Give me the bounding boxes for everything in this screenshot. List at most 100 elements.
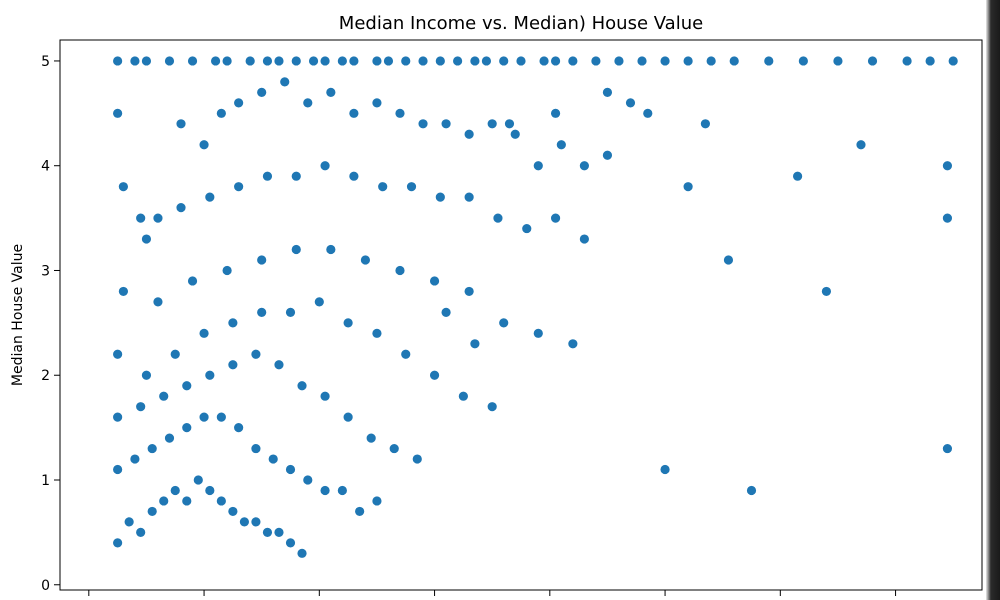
- data-point: [290, 244, 302, 255]
- data-point: [682, 55, 694, 67]
- data-point: [550, 107, 561, 119]
- data-point: [198, 411, 210, 423]
- y-tick-label: 3: [41, 263, 50, 279]
- data-point: [135, 401, 147, 413]
- data-point: [469, 338, 481, 350]
- data-point: [636, 55, 648, 67]
- data-point: [532, 327, 544, 339]
- data-point: [590, 55, 602, 67]
- data-point: [924, 55, 936, 67]
- data-point: [492, 212, 504, 224]
- data-point: [313, 296, 325, 308]
- data-point: [250, 516, 262, 528]
- data-point: [158, 495, 170, 507]
- data-point: [371, 495, 383, 507]
- data-point: [394, 265, 406, 276]
- data-point: [233, 181, 245, 193]
- data-point: [152, 212, 164, 224]
- data-point: [290, 170, 302, 182]
- data-point: [867, 55, 878, 67]
- data-point: [832, 55, 844, 67]
- data-point: [728, 55, 740, 67]
- data-point: [342, 317, 354, 329]
- data-point: [221, 265, 233, 276]
- data-point: [112, 537, 124, 549]
- data-point: [855, 139, 867, 151]
- axes-frame: [59, 39, 983, 591]
- data-point: [204, 369, 216, 381]
- data-point: [325, 86, 337, 98]
- data-point: [469, 55, 481, 67]
- data-point: [429, 369, 440, 381]
- data-point: [942, 443, 953, 454]
- data-point: [602, 149, 613, 161]
- data-point: [227, 506, 239, 517]
- data-point: [406, 181, 417, 193]
- data-point: [238, 516, 250, 528]
- data-point: [112, 464, 124, 475]
- data-point: [371, 97, 383, 109]
- data-point: [262, 55, 273, 67]
- data-point: [227, 359, 239, 371]
- data-point: [233, 422, 245, 434]
- y-tick-label: 5: [41, 54, 50, 70]
- data-point: [290, 55, 302, 67]
- data-point: [279, 76, 291, 88]
- y-ticks: 0 1 2 3 4 5: [41, 54, 60, 594]
- data-point: [187, 275, 198, 287]
- data-point: [112, 55, 124, 67]
- data-point: [705, 55, 717, 67]
- data-point: [365, 432, 377, 444]
- data-point: [463, 286, 475, 297]
- data-point: [244, 55, 256, 67]
- data-point: [181, 380, 193, 392]
- data-point: [498, 55, 510, 67]
- data-point: [417, 55, 429, 67]
- data-point: [659, 464, 671, 475]
- data-point: [164, 55, 175, 67]
- data-point: [175, 118, 187, 130]
- y-tick-label: 1: [41, 473, 50, 489]
- data-point: [521, 223, 533, 234]
- data-point: [792, 170, 803, 182]
- data-point: [642, 107, 654, 119]
- data-point: [578, 160, 590, 172]
- data-point: [175, 202, 187, 214]
- data-point: [273, 359, 285, 371]
- data-point: [141, 55, 152, 67]
- data-point: [256, 86, 268, 98]
- data-point: [169, 485, 181, 496]
- data-point: [457, 390, 469, 402]
- data-point: [429, 275, 440, 287]
- data-point: [117, 286, 129, 297]
- data-point: [262, 170, 273, 182]
- data-point: [821, 286, 832, 297]
- data-point: [613, 55, 625, 67]
- data-point: [129, 55, 141, 67]
- data-point: [164, 432, 175, 444]
- data-point: [336, 55, 348, 67]
- data-point: [302, 97, 314, 109]
- data-point: [146, 506, 158, 517]
- data-point: [504, 118, 515, 130]
- data-point: [285, 306, 296, 318]
- data-point: [146, 443, 158, 454]
- data-point: [215, 495, 227, 507]
- data-point: [267, 453, 279, 465]
- data-point: [411, 453, 423, 465]
- data-point: [342, 411, 354, 423]
- data-point: [400, 55, 412, 67]
- data-point: [532, 160, 544, 172]
- data-point: [371, 55, 383, 67]
- data-point: [942, 212, 953, 224]
- data-point: [348, 107, 360, 119]
- data-point: [486, 401, 498, 413]
- data-point: [169, 348, 181, 360]
- data-point: [198, 139, 210, 151]
- data-point: [578, 233, 590, 245]
- data-point: [659, 55, 671, 67]
- data-point: [262, 526, 273, 538]
- data-point: [250, 348, 262, 360]
- data-point: [285, 464, 296, 475]
